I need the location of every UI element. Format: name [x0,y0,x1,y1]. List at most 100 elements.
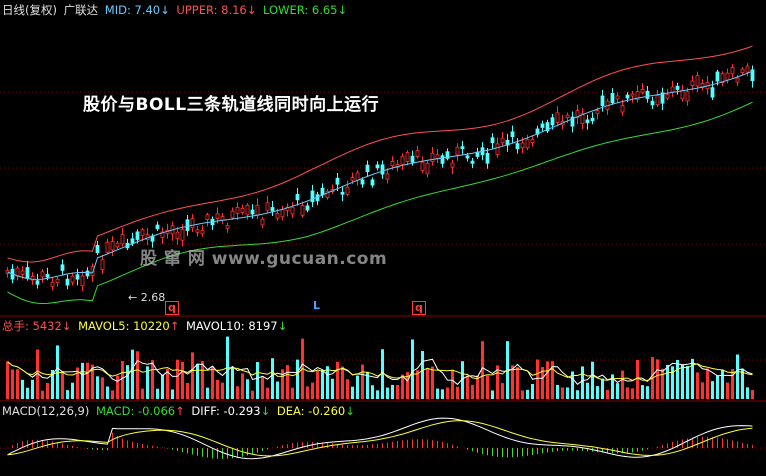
candle [680,89,685,100]
candle [550,117,555,126]
lower-arrow-icon: ↓ [337,3,348,17]
volume-bar [46,383,49,399]
volume-bar [451,369,454,399]
candle [675,85,680,90]
candle [425,163,430,175]
volume-bar [71,382,74,399]
volume-bar [341,366,344,399]
candle [295,194,300,201]
candle [655,95,660,106]
macd-panel[interactable] [7,417,753,460]
volume-bar [211,366,214,399]
candle [515,143,520,150]
volume-bar [76,367,79,399]
stock-name: 广联达 [63,3,99,17]
candle [590,117,595,122]
volume-bar [346,379,349,399]
volume-bar [166,368,169,399]
volume-bar [16,369,19,399]
candle [400,155,405,165]
candle [575,110,580,119]
upper-value: UPPER: 8.16↓ [176,3,257,17]
mid-value: MID: 7.40↓ [104,3,170,17]
candle [620,105,625,113]
volume-bar [511,365,514,399]
volume-bar [491,390,494,399]
volume-bar [656,359,659,399]
volume-bar [181,361,184,399]
main-header: 日线(复权) 广联达 MID: 7.40↓ UPPER: 8.16↓ LOWER… [2,3,350,17]
volume-bar [751,390,754,399]
volume-bar [431,366,434,399]
volume-bar [576,390,579,399]
volume-bar [731,369,734,399]
dea-line [7,420,753,457]
candle [455,146,460,156]
volume-bar [556,384,559,399]
volume-bar [441,389,444,399]
volume-bar [486,375,489,399]
candle [60,264,65,271]
candle [410,155,415,163]
volume-bar [311,382,314,399]
candle [5,269,10,274]
volume-bar [726,382,729,399]
volume-bar [26,387,29,399]
dea-value: DEA: -0.260↓ [276,404,355,418]
candle [695,75,700,87]
candle [415,150,420,157]
candle [225,224,230,229]
volume-bar [551,361,554,399]
volume-bar [271,358,274,399]
candle [555,112,560,123]
candle [525,139,530,149]
signal-marker-q[interactable]: q [412,301,426,315]
volume-bar [686,366,689,399]
volume-bar [21,379,24,399]
volume-bar [246,379,249,399]
volume-bar [601,378,604,399]
lower-value: LOWER: 6.65↓ [263,3,348,17]
volume-bar [616,383,619,399]
volume-bar [541,367,544,399]
lower-band-line [7,101,753,305]
candle [335,177,340,185]
macd-header: MACD(12,26,9) MACD: -0.066↑ DIFF: -0.293… [2,404,358,418]
volume-bar [156,388,159,399]
volume-bar [461,361,464,399]
volume-bar [296,359,299,399]
volume-bar [111,390,114,399]
volume-bar [681,364,684,399]
mid-band-line [7,70,753,280]
signal-marker-l[interactable]: L [313,299,321,312]
candle [110,241,115,251]
volume-bar [716,375,719,399]
candle [175,231,180,240]
volume-bar [736,354,739,399]
candle [20,270,25,275]
candle [355,172,360,181]
candle [585,119,590,124]
grid-layer [0,91,766,449]
candle [375,164,380,169]
candle [245,204,250,216]
volume-bar [101,377,104,399]
diff-arrow-icon: ↓ [260,404,271,418]
mid-arrow-icon: ↓ [160,3,170,17]
volume-bar [221,382,224,399]
volume-bar [376,390,379,399]
candle [640,89,645,93]
candle [65,278,70,286]
volume-bar [396,385,399,399]
volume-panel[interactable] [6,336,754,399]
volume-bar [41,390,44,399]
volume-bar [721,369,724,399]
volume-bar [216,379,219,399]
volume-bar [351,386,354,399]
volume-bar [36,349,39,399]
candle [230,210,235,219]
signal-marker-q[interactable]: q [165,301,179,315]
candle [725,72,730,81]
